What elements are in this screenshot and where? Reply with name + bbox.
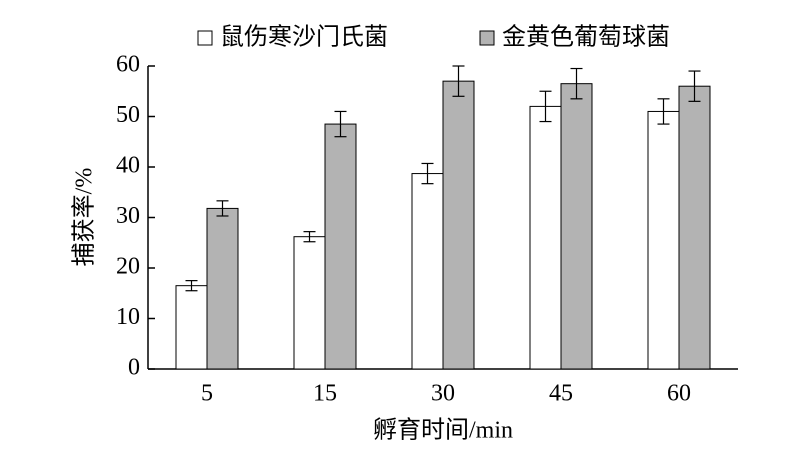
legend-label: 金黄色葡萄球菌 <box>502 24 670 51</box>
bar <box>411 173 444 370</box>
x-tick-label: 5 <box>201 381 213 407</box>
y-tick-label: 10 <box>116 304 140 330</box>
y-tick-label: 20 <box>116 254 140 280</box>
bar <box>206 207 239 370</box>
y-axis-label: 捕获率/% <box>71 168 98 267</box>
legend-label: 鼠伤寒沙门氏菌 <box>220 24 388 51</box>
y-tick-label: 60 <box>116 52 140 78</box>
x-axis-label: 孵育时间/min <box>373 417 513 444</box>
y-tick-label: 50 <box>116 102 140 128</box>
x-tick-label: 15 <box>313 381 337 407</box>
bar <box>324 123 357 370</box>
y-tick-label: 30 <box>116 203 140 229</box>
legend-swatch <box>479 30 495 46</box>
bar <box>647 110 680 370</box>
bar <box>293 236 326 370</box>
bar <box>678 85 711 370</box>
x-tick-label: 60 <box>667 381 691 407</box>
bar <box>175 285 208 370</box>
y-tick-label: 0 <box>128 355 140 381</box>
x-tick-label: 45 <box>549 381 573 407</box>
bar <box>560 83 593 370</box>
x-tick-label: 30 <box>431 381 455 407</box>
bar <box>442 80 475 370</box>
y-tick-label: 40 <box>116 153 140 179</box>
legend-swatch <box>197 30 213 46</box>
bar <box>529 105 562 370</box>
